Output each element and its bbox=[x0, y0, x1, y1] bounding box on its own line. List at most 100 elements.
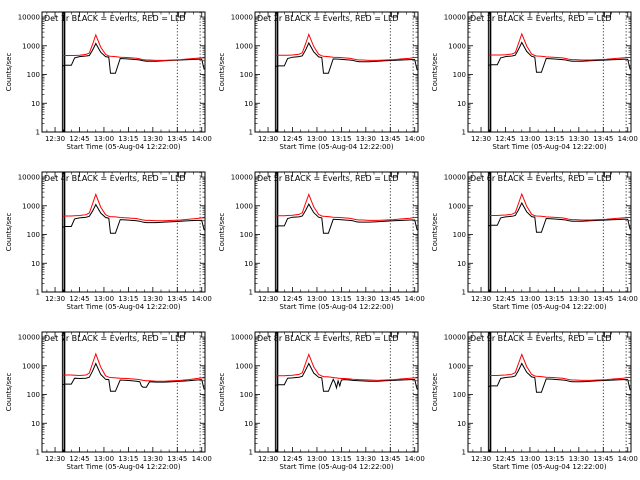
y-tick-label: 10000 bbox=[231, 334, 253, 342]
chart-panel-5: Det 5r BLACK = Events, RED = LLD 1 10 100 10… bbox=[218, 171, 425, 311]
x-tick-label: 13:00 bbox=[307, 295, 327, 303]
y-tick-label: 1 bbox=[36, 449, 40, 457]
x-tick-label: 13:30 bbox=[143, 295, 163, 303]
attenuator-marker bbox=[604, 172, 611, 178]
x-tick-label: 13:30 bbox=[569, 455, 589, 463]
y-tick-label: 1000 bbox=[235, 202, 253, 210]
x-tick-label: 12:45 bbox=[69, 295, 89, 303]
x-tick-label: 12:30 bbox=[45, 455, 65, 463]
attenuator-marker bbox=[178, 12, 185, 18]
x-tick-label: 13:15 bbox=[118, 135, 138, 143]
chart-title: Det 8r BLACK = Events, RED = LLD bbox=[257, 334, 399, 343]
x-tick-label: 14:00 bbox=[618, 455, 638, 463]
y-tick-label: 100 bbox=[240, 231, 253, 239]
plot-frame bbox=[254, 11, 419, 133]
lld-series-line bbox=[62, 192, 205, 222]
attenuator-marker bbox=[391, 172, 398, 178]
x-tick-label: 14:00 bbox=[618, 295, 638, 303]
attenuator-marker bbox=[178, 172, 185, 178]
x-tick-label: 13:00 bbox=[520, 295, 540, 303]
x-tick-label: 13:45 bbox=[593, 455, 613, 463]
chart-panel-7: Det 7r BLACK = Events, RED = LLD 1 10 100 10… bbox=[5, 331, 212, 471]
x-tick-label: 14:00 bbox=[192, 295, 212, 303]
y-tick-label: 10 bbox=[31, 260, 40, 268]
x-tick-label: 12:45 bbox=[495, 135, 515, 143]
x-axis-label: Start Time (05-Aug-04 12:22:00) bbox=[492, 143, 606, 151]
attenuator-marker bbox=[391, 12, 398, 18]
lld-series-line bbox=[488, 32, 631, 61]
chart-title: Det 4r BLACK = Events, RED = LLD bbox=[44, 174, 186, 183]
y-tick-label: 100 bbox=[27, 391, 40, 399]
y-axis-label: Counts/sec bbox=[431, 53, 439, 92]
y-axis-label: Counts/sec bbox=[5, 373, 13, 412]
plot-frame bbox=[254, 171, 419, 293]
x-tick-label: 13:15 bbox=[331, 135, 351, 143]
x-tick-label: 12:30 bbox=[45, 295, 65, 303]
y-tick-label: 1000 bbox=[235, 42, 253, 50]
y-axis-label: Counts/sec bbox=[431, 373, 439, 412]
y-tick-label: 10 bbox=[244, 420, 253, 428]
y-axis-label: Counts/sec bbox=[5, 53, 13, 92]
lld-series-line bbox=[62, 33, 205, 61]
plot-frame bbox=[467, 331, 632, 453]
y-tick-label: 1 bbox=[462, 129, 466, 137]
y-axis-label: Counts/sec bbox=[218, 53, 226, 92]
x-tick-label: 13:30 bbox=[143, 135, 163, 143]
attenuator-marker bbox=[604, 332, 611, 338]
y-tick-label: 1000 bbox=[448, 202, 466, 210]
plot-frame bbox=[41, 171, 206, 293]
chart-title: Det 1r BLACK = Events, RED = LLD bbox=[44, 14, 186, 23]
x-tick-label: 13:00 bbox=[520, 135, 540, 143]
y-tick-label: 100 bbox=[453, 71, 466, 79]
chart-title: Det 7r BLACK = Events, RED = LLD bbox=[44, 334, 186, 343]
x-axis-label: Start Time (05-Aug-04 12:22:00) bbox=[279, 143, 393, 151]
x-axis-label: Start Time (05-Aug-04 12:22:00) bbox=[492, 303, 606, 311]
y-tick-label: 1000 bbox=[448, 42, 466, 50]
chart-title: Det 6r BLACK = Events, RED = LLD bbox=[470, 174, 612, 183]
plot-frame bbox=[254, 331, 419, 453]
events-series-line bbox=[62, 362, 205, 392]
chart-panel-8: Det 8r BLACK = Events, RED = LLD 1 10 100 10… bbox=[218, 331, 425, 471]
y-axis-label: Counts/sec bbox=[218, 373, 226, 412]
x-tick-label: 13:15 bbox=[118, 295, 138, 303]
y-tick-label: 1 bbox=[36, 129, 40, 137]
y-tick-label: 1 bbox=[462, 449, 466, 457]
x-tick-label: 13:45 bbox=[380, 135, 400, 143]
x-tick-label: 13:45 bbox=[593, 135, 613, 143]
lld-series-line bbox=[488, 192, 631, 221]
chart-panel-3: Det 3r BLACK = Events, RED = LLD 1 10 100 10… bbox=[431, 11, 638, 151]
y-tick-label: 10 bbox=[31, 100, 40, 108]
x-tick-label: 12:45 bbox=[282, 455, 302, 463]
x-tick-label: 12:45 bbox=[69, 135, 89, 143]
y-tick-label: 1000 bbox=[22, 42, 40, 50]
x-tick-label: 13:15 bbox=[118, 455, 138, 463]
x-tick-label: 12:30 bbox=[471, 455, 491, 463]
x-tick-label: 13:45 bbox=[380, 455, 400, 463]
x-tick-label: 14:00 bbox=[405, 135, 425, 143]
chart-panel-9: Det 9r BLACK = Events, RED = LLD 1 10 100 10… bbox=[431, 331, 638, 471]
x-tick-label: 12:30 bbox=[471, 135, 491, 143]
chart-panel-4: Det 4r BLACK = Events, RED = LLD 1 10 100 10… bbox=[5, 171, 212, 311]
y-axis-label: Counts/sec bbox=[5, 213, 13, 252]
y-tick-label: 10000 bbox=[444, 334, 466, 342]
x-tick-label: 13:30 bbox=[356, 455, 376, 463]
events-series-line bbox=[62, 203, 205, 234]
events-series-line bbox=[275, 41, 418, 74]
lld-series-line bbox=[275, 192, 418, 221]
y-tick-label: 10 bbox=[244, 260, 253, 268]
attenuator-marker bbox=[391, 332, 398, 338]
y-tick-label: 10000 bbox=[18, 334, 40, 342]
chart-panel-2: Det 2r BLACK = Events, RED = LLD 1 10 100 10… bbox=[218, 11, 425, 151]
lld-series-line bbox=[488, 352, 631, 381]
chart-panel-6: Det 6r BLACK = Events, RED = LLD 1 10 100 10… bbox=[431, 171, 638, 311]
attenuator-marker bbox=[604, 12, 611, 18]
x-tick-label: 13:15 bbox=[544, 135, 564, 143]
x-tick-label: 12:45 bbox=[282, 135, 302, 143]
lld-series-line bbox=[62, 352, 205, 382]
x-tick-label: 12:30 bbox=[258, 455, 278, 463]
x-tick-label: 13:30 bbox=[356, 135, 376, 143]
y-tick-label: 1000 bbox=[22, 362, 40, 370]
plot-frame bbox=[467, 11, 632, 133]
events-series-line bbox=[488, 41, 631, 73]
